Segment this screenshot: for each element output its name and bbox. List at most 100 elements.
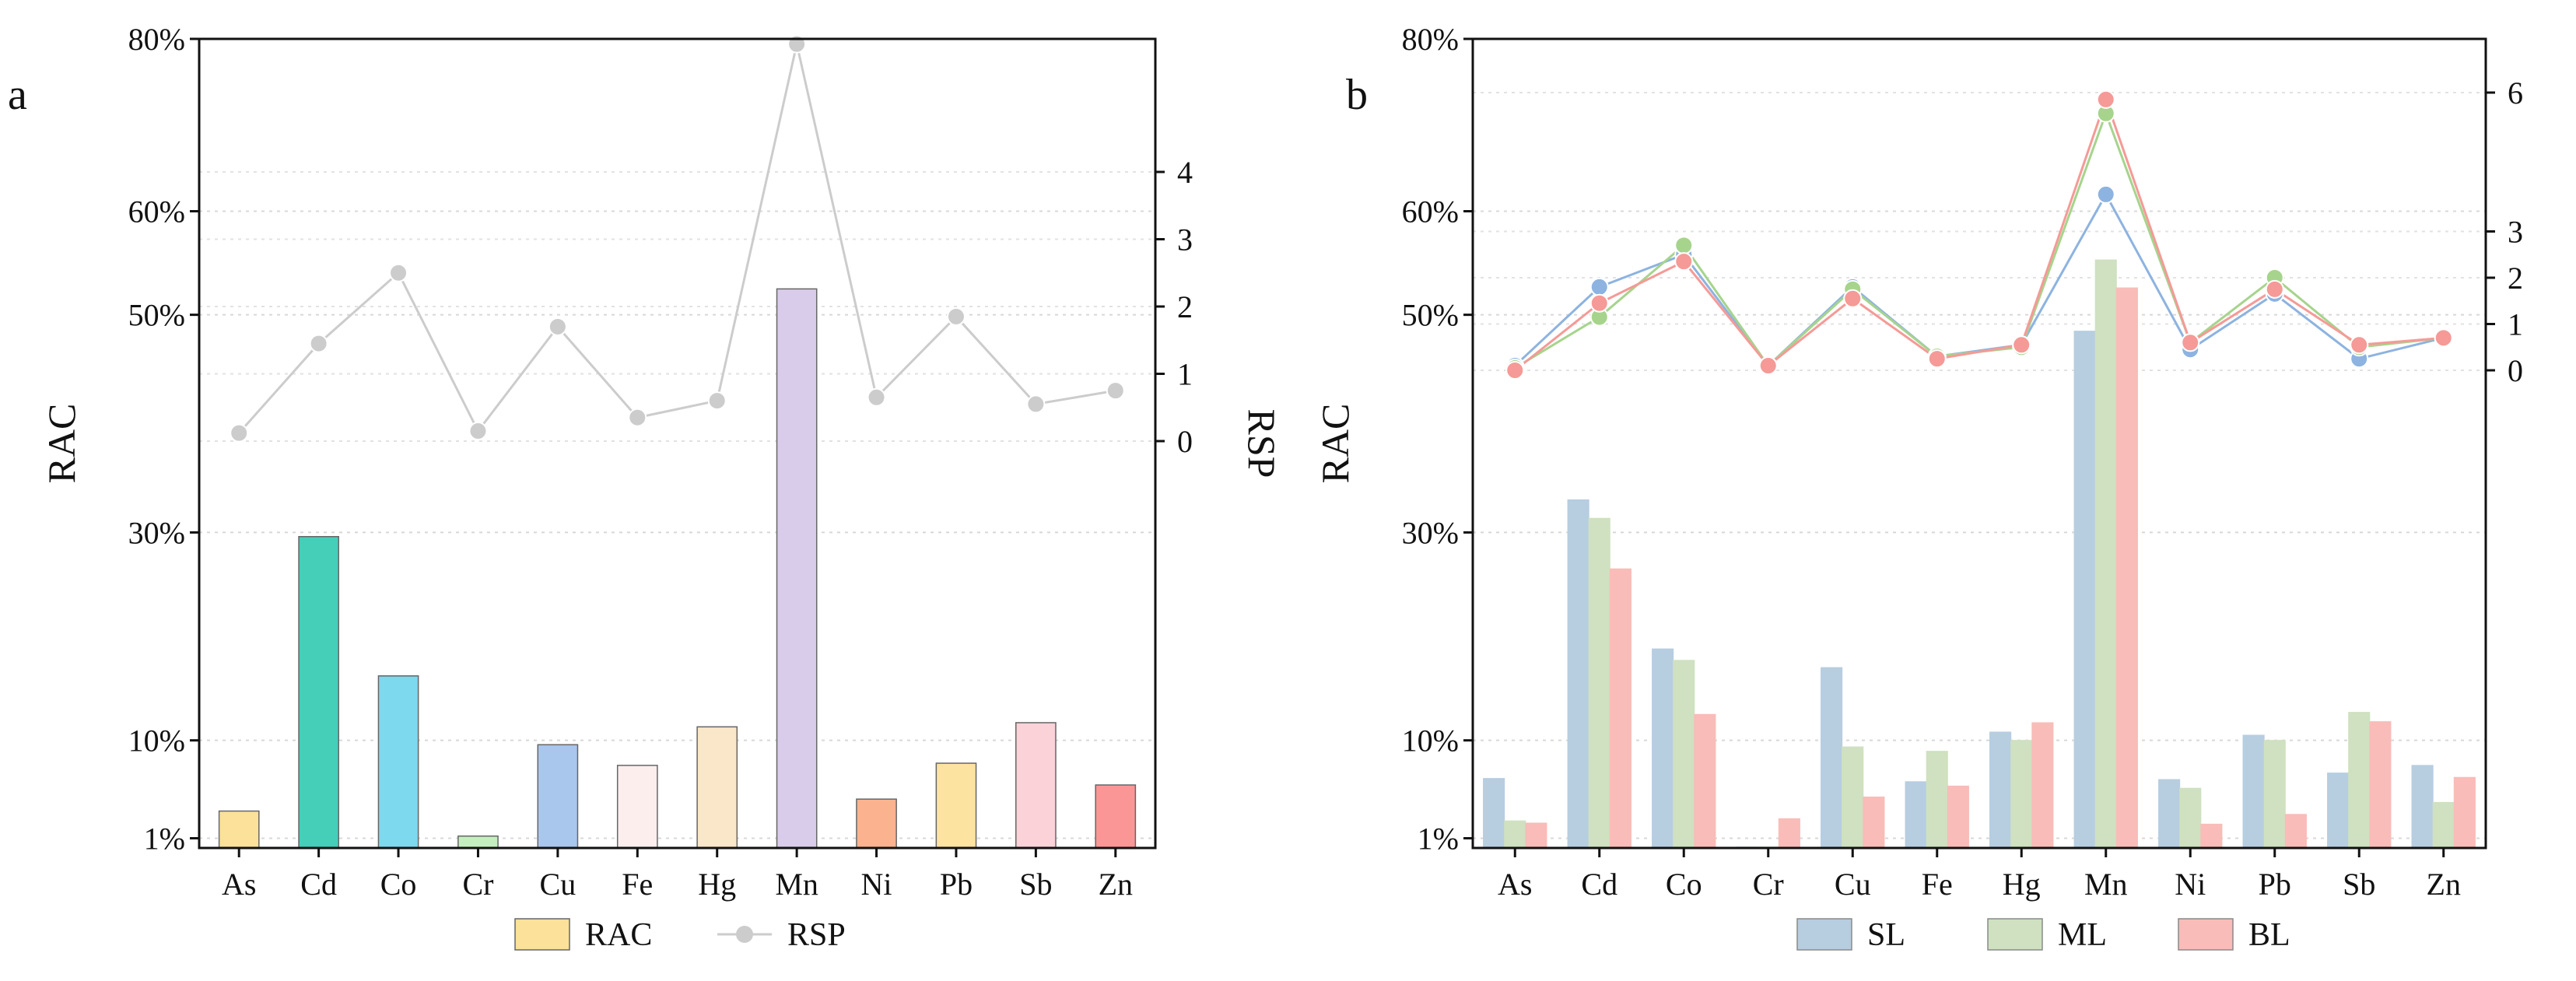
bar-rac-sb[interactable] (1015, 722, 1057, 849)
point-bl-cu[interactable] (1843, 289, 1863, 308)
bar-bl-pb[interactable] (2284, 814, 2307, 849)
bar-rac-co[interactable] (377, 675, 419, 849)
bar-rac-mn[interactable] (776, 288, 818, 849)
y-tick-label: 10% (1402, 723, 1459, 759)
bar-bl-as[interactable] (1525, 822, 1547, 849)
bars (218, 288, 1137, 849)
x-tick-label: Sb (2343, 867, 2375, 902)
bar-bl-sb[interactable] (2369, 721, 2392, 849)
panel-label: b (1346, 71, 1368, 119)
chart-panel-b: b 1% 10% 30% 50% 60% 80% 0 1 2 3 6 As Cd Co Cr Cu Fe Hg Mn N… (1313, 22, 2576, 953)
bar-bl-ni[interactable] (2200, 823, 2223, 849)
bar-rac-cu[interactable] (537, 744, 579, 849)
point-rsp-zn[interactable] (1106, 381, 1125, 401)
bar-sl-as[interactable] (1483, 778, 1505, 849)
axes: 1% 10% 30% 50% 60% 80% 0 1 2 3 6 As Cd Co Cr Cu Fe Hg Mn Ni… (1313, 22, 2576, 902)
bar-rac-cd[interactable] (298, 535, 339, 849)
bars (1483, 259, 2476, 849)
point-rsp-co[interactable] (389, 263, 408, 282)
legend-label-rsp: RSP (787, 917, 846, 953)
bar-sl-cd[interactable] (1567, 499, 1589, 849)
bar-rac-zn[interactable] (1095, 784, 1137, 849)
point-rsp-ni[interactable] (867, 387, 886, 407)
point-rsp-hg[interactable] (707, 391, 727, 411)
bar-sl-pb[interactable] (2242, 734, 2265, 849)
legend-label-ml: ML (2058, 917, 2107, 953)
legend: SL ML BL (1796, 917, 2290, 953)
x-tick-label: Zn (1099, 867, 1133, 902)
point-bl-cr[interactable] (1758, 356, 1778, 376)
point-rsp-as[interactable] (230, 423, 249, 443)
bar-ml-cu[interactable] (1842, 746, 1864, 849)
bar-bl-hg[interactable] (2031, 722, 2054, 849)
bar-sl-hg[interactable] (1989, 731, 2012, 849)
point-rsp-pb[interactable] (946, 307, 966, 326)
bar-sl-fe[interactable] (1905, 781, 1927, 849)
bar-ml-cd[interactable] (1588, 517, 1610, 849)
point-bl-ni[interactable] (2181, 333, 2200, 352)
point-rsp-cr[interactable] (468, 422, 488, 441)
bar-ml-co[interactable] (1673, 660, 1695, 849)
rsp-lines (1505, 89, 2453, 380)
x-tick-label: Ni (2175, 867, 2206, 902)
x-tick-label: Pb (940, 867, 973, 902)
bar-sl-zn[interactable] (2411, 765, 2434, 849)
x-tick-label: Hg (2003, 867, 2041, 902)
bar-rac-hg[interactable] (696, 726, 738, 849)
legend: RAC RSP (514, 917, 846, 953)
x-tick-label: As (1498, 867, 1532, 902)
gridlines (199, 38, 1155, 839)
bar-ml-hg[interactable] (2010, 740, 2033, 849)
bar-rac-as[interactable] (218, 810, 260, 849)
y2-tick-label: 0 (2508, 353, 2523, 388)
point-rsp-sb[interactable] (1026, 394, 1046, 414)
bar-bl-zn[interactable] (2453, 776, 2476, 849)
point-bl-co[interactable] (1674, 252, 1694, 272)
bar-bl-fe[interactable] (1947, 785, 1969, 849)
bar-ml-zn[interactable] (2432, 801, 2455, 849)
bar-ml-sb[interactable] (2348, 712, 2371, 849)
bar-sl-ni[interactable] (2158, 779, 2181, 849)
y2-axis-title: RSP (2571, 409, 2576, 478)
point-bl-zn[interactable] (2434, 328, 2453, 348)
point-bl-mn[interactable] (2096, 89, 2115, 109)
y-tick-label: 50% (1402, 298, 1459, 333)
bar-rac-cr[interactable] (457, 835, 499, 849)
bar-sl-mn[interactable] (2073, 331, 2096, 849)
bar-rac-ni[interactable] (856, 798, 897, 849)
axes: 1% 10% 30% 50% 60% 80% 0 1 2 3 4 As Cd Co Cr Cu Fe Hg Mn Ni… (40, 22, 1284, 902)
bar-ml-mn[interactable] (2094, 259, 2117, 849)
bar-ml-ni[interactable] (2179, 787, 2202, 849)
y-tick-label: 80% (128, 22, 185, 57)
point-sl-mn[interactable] (2096, 184, 2115, 204)
point-bl-pb[interactable] (2265, 279, 2284, 299)
y2-axis-title: RSP (1240, 409, 1284, 478)
y-tick-label: 10% (128, 723, 185, 759)
bar-sl-cu[interactable] (1821, 667, 1843, 849)
bar-bl-cu[interactable] (1863, 796, 1885, 849)
point-rsp-fe[interactable] (628, 408, 647, 427)
bar-sl-co[interactable] (1652, 648, 1674, 849)
point-sl-cd[interactable] (1589, 277, 1609, 296)
bar-ml-fe[interactable] (1926, 751, 1948, 849)
bar-bl-cr[interactable] (1778, 818, 1800, 849)
bar-bl-cd[interactable] (1609, 568, 1631, 849)
bar-bl-co[interactable] (1694, 713, 1716, 849)
bar-ml-as[interactable] (1504, 820, 1526, 849)
point-bl-as[interactable] (1505, 361, 1525, 380)
point-bl-fe[interactable] (1927, 349, 1947, 369)
point-bl-cd[interactable] (1589, 293, 1609, 313)
x-tick-label: Fe (622, 867, 653, 902)
point-rsp-cu[interactable] (548, 317, 567, 336)
bar-sl-sb[interactable] (2327, 773, 2350, 849)
point-rsp-cd[interactable] (309, 334, 328, 353)
point-ml-co[interactable] (1674, 236, 1694, 255)
point-bl-hg[interactable] (2012, 335, 2031, 355)
bar-ml-pb[interactable] (2263, 740, 2286, 849)
bar-bl-mn[interactable] (2115, 287, 2138, 849)
x-tick-label: Co (380, 867, 417, 902)
bar-rac-pb[interactable] (935, 762, 977, 849)
y2-tick-label: 1 (2508, 307, 2523, 342)
point-bl-sb[interactable] (2350, 335, 2369, 355)
bar-rac-fe[interactable] (616, 765, 658, 849)
